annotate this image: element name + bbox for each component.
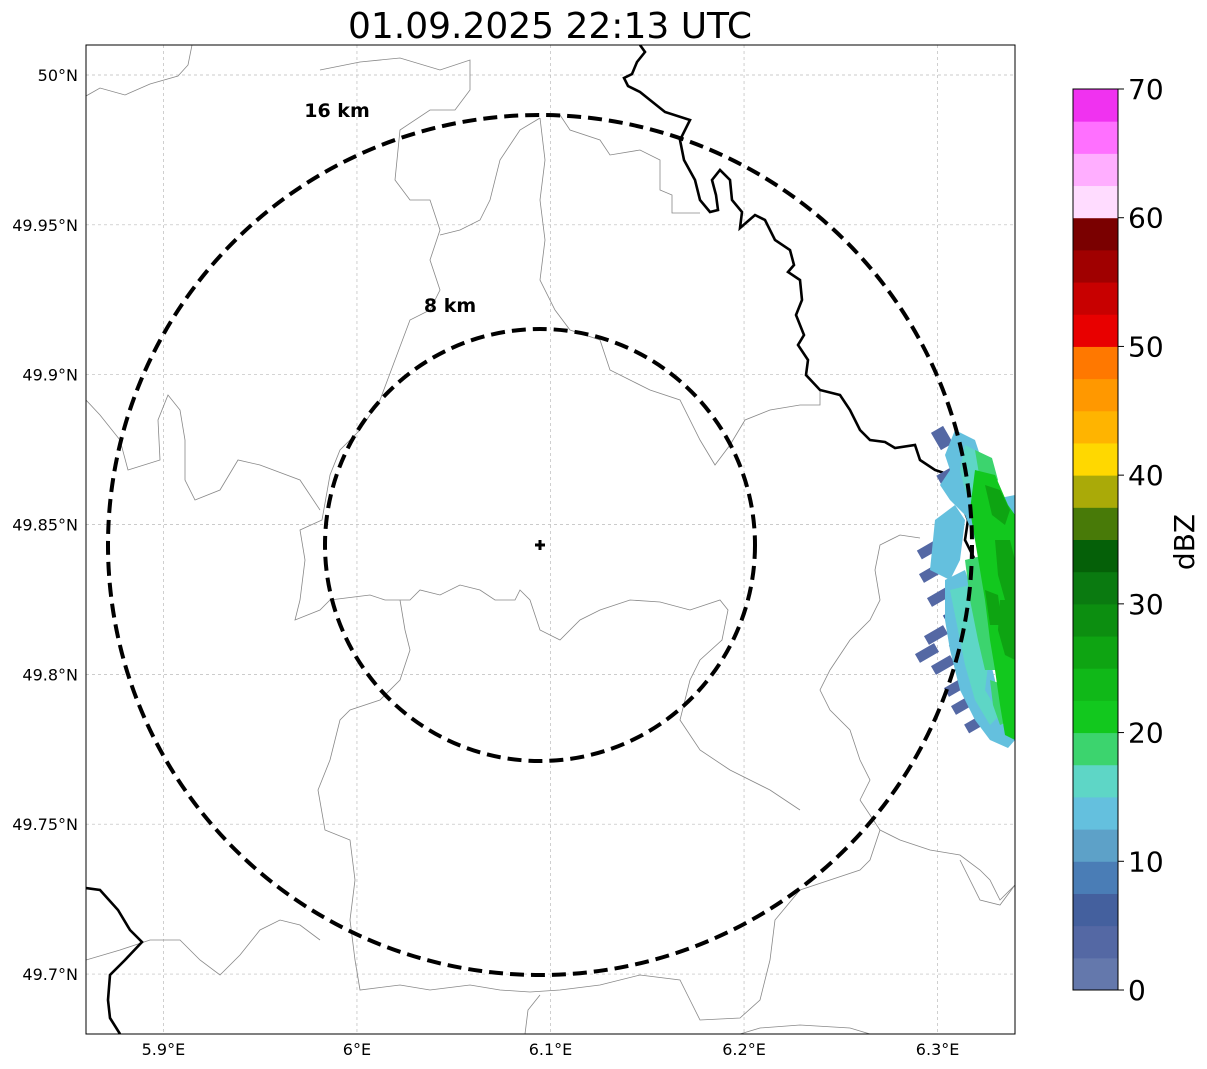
colorbar-segment (1073, 314, 1118, 347)
x-tick-label: 6.3°E (916, 1040, 960, 1059)
colorbar-segment (1073, 732, 1118, 766)
colorbar-tick-label: 40 (1128, 459, 1164, 492)
colorbar-segment (1073, 89, 1118, 122)
colorbar-tick-label: 10 (1128, 845, 1164, 878)
y-tick-label: 49.95°N (12, 216, 78, 235)
colorbar-tick-label: 50 (1128, 330, 1164, 363)
colorbar-tick-label: 60 (1128, 202, 1164, 235)
colorbar-segment (1073, 121, 1118, 154)
colorbar-label: dBZ (1168, 514, 1201, 570)
colorbar-segment (1073, 217, 1118, 251)
colorbar-segment (1073, 153, 1118, 187)
range-ring-8km (323, 327, 757, 763)
colorbar-segment (1073, 185, 1118, 219)
x-tick-label: 5.9°E (142, 1040, 186, 1059)
colorbar-segment (1073, 475, 1118, 508)
y-tick-label: 50°N (38, 66, 78, 85)
range-rings (106, 113, 974, 977)
y-axis-tick-labels: 50°N 49.95°N 49.9°N 49.85°N 49.8°N 49.75°N 49.… (12, 66, 78, 984)
range-ring-16km (106, 113, 974, 977)
colorbar-segment (1073, 796, 1118, 830)
colorbar-segment (1073, 636, 1118, 669)
colorbar-segment (1073, 861, 1118, 894)
map-frame (85, 44, 1016, 1035)
colorbar-segment (1073, 700, 1118, 734)
colorbar-segment (1073, 925, 1118, 959)
colorbar-segment (1073, 282, 1118, 315)
colorbar-tick-label: 0 (1128, 974, 1146, 1007)
colorbar-segment (1073, 539, 1118, 573)
x-tick-label: 6.1°E (529, 1040, 573, 1059)
colorbar-tick-label: 30 (1128, 588, 1164, 621)
colorbar-tick-label: 20 (1128, 717, 1164, 750)
colorbar (1073, 89, 1118, 991)
radar-echo-area (914, 425, 1015, 748)
y-tick-label: 49.7°N (22, 965, 78, 984)
colorbar-segment (1073, 957, 1118, 991)
colorbar-segment (1073, 571, 1118, 605)
y-tick-label: 49.85°N (12, 516, 78, 535)
y-tick-label: 49.8°N (22, 665, 78, 684)
colorbar-frame (1072, 88, 1119, 991)
colorbar-segment (1073, 410, 1118, 444)
colorbar-segment (1073, 249, 1118, 283)
range-ring-label-8km: 8 km (424, 295, 476, 317)
colorbar-segment (1073, 668, 1118, 701)
colorbar-segment (1073, 603, 1118, 637)
radar-site-marker (535, 540, 545, 550)
admin-boundaries (86, 45, 1015, 1034)
colorbar-segment (1073, 442, 1118, 476)
colorbar-segment (1073, 507, 1118, 540)
colorbar-segment (1073, 893, 1118, 927)
colorbar-tick-label: 70 (1128, 73, 1164, 106)
colorbar-segment (1073, 764, 1118, 798)
y-tick-label: 49.9°N (22, 366, 78, 385)
x-tick-label: 6.2°E (722, 1040, 766, 1059)
x-tick-label: 6°E (343, 1040, 371, 1059)
colorbar-segment (1073, 346, 1118, 380)
y-tick-label: 49.75°N (12, 815, 78, 834)
colorbar-segment (1073, 378, 1118, 412)
graticule (86, 45, 1015, 1034)
range-ring-label-16km: 16 km (304, 100, 370, 122)
colorbar-segment (1073, 829, 1118, 862)
colorbar-tick-labels: 0 10 20 30 40 50 60 70 (1118, 73, 1164, 1007)
map-title: 01.09.2025 22:13 UTC (348, 6, 752, 47)
x-axis-tick-labels: 5.9°E 6°E 6.1°E 6.2°E 6.3°E (142, 1040, 960, 1059)
